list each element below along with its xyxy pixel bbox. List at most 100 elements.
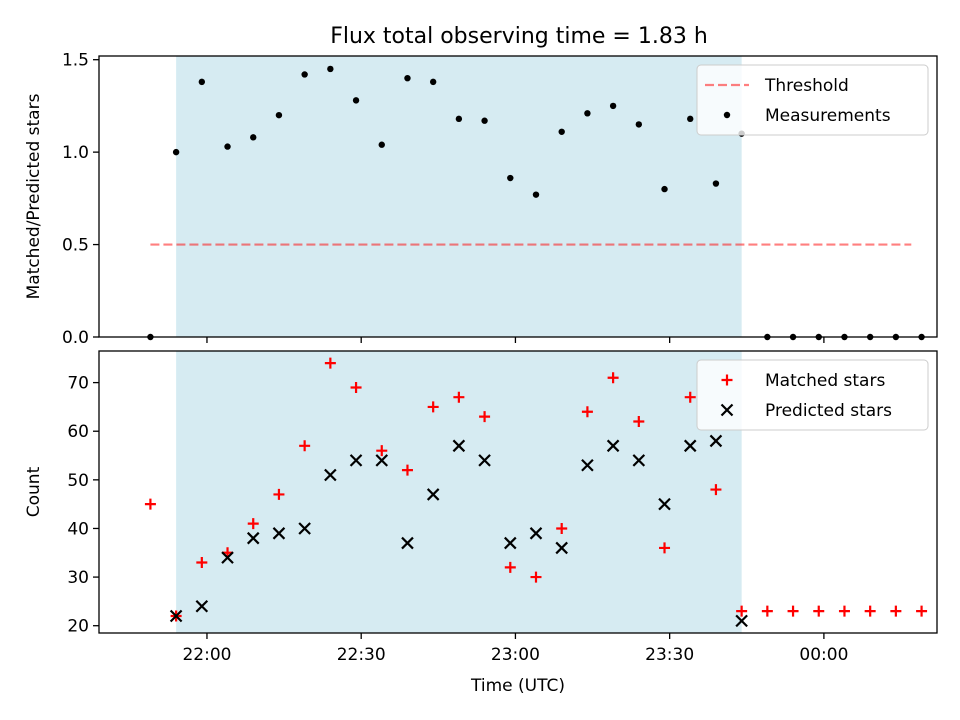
legend-box bbox=[696, 359, 929, 431]
measurement-point bbox=[250, 134, 257, 141]
measurement-point bbox=[172, 148, 180, 156]
x-tick-label: 23:30 bbox=[645, 645, 694, 665]
measurement-point bbox=[404, 74, 411, 82]
measurement-point bbox=[224, 143, 231, 150]
predicted-star-point bbox=[349, 454, 363, 467]
measurement-point bbox=[661, 185, 668, 193]
measurement-point bbox=[352, 97, 360, 104]
matched-star-point bbox=[736, 605, 748, 617]
matched-star-point bbox=[633, 416, 645, 427]
y-tick-label: 0.5 bbox=[62, 236, 89, 256]
y-tick-label: 40 bbox=[67, 519, 89, 539]
chart-title: Flux total observing time = 1.83 h bbox=[330, 24, 708, 49]
matched-star-point bbox=[761, 605, 773, 617]
y-axis-label: Count bbox=[24, 466, 44, 517]
measurement-point bbox=[301, 71, 308, 78]
measurement-point bbox=[687, 115, 694, 123]
y-tick-label: 60 bbox=[67, 422, 89, 442]
y-tick-label: 1.0 bbox=[62, 143, 89, 163]
matched-star-point bbox=[196, 557, 208, 568]
matched-star-point bbox=[504, 561, 516, 573]
observing-interval-band bbox=[176, 56, 742, 337]
legend-label: Matched stars bbox=[765, 371, 885, 391]
matched-star-point bbox=[710, 484, 722, 496]
matched-star-point bbox=[890, 605, 902, 617]
matched-star-point bbox=[247, 518, 259, 530]
x-tick-label: 22:00 bbox=[182, 645, 231, 665]
measurement-point bbox=[635, 121, 643, 128]
matched-star-point bbox=[813, 605, 825, 617]
measurement-point bbox=[455, 115, 463, 123]
matched-star-point bbox=[581, 406, 593, 418]
y-tick-label: 50 bbox=[67, 471, 89, 491]
legend-predicted-swatch bbox=[720, 403, 734, 417]
x-axis-label: Time (UTC) bbox=[470, 676, 565, 696]
y-tick-label: 0.0 bbox=[62, 328, 89, 348]
matched-star-point bbox=[479, 411, 491, 423]
y-tick-label: 70 bbox=[67, 374, 89, 394]
predicted-star-point bbox=[555, 541, 568, 555]
measurement-point bbox=[532, 191, 540, 198]
matched-star-point bbox=[350, 381, 362, 393]
legend-label: Measurements bbox=[765, 106, 891, 126]
predicted-star-point bbox=[504, 536, 517, 550]
matched-star-point bbox=[324, 357, 336, 369]
predicted-star-point bbox=[169, 609, 183, 623]
predicted-star-point bbox=[581, 458, 594, 472]
predicted-star-point bbox=[195, 599, 209, 613]
predicted-star-point bbox=[426, 488, 440, 501]
measurement-point bbox=[275, 111, 283, 119]
legend: Matched stars Predicted stars bbox=[696, 359, 929, 431]
matched-star-point bbox=[659, 542, 671, 554]
predicted-star-point bbox=[606, 439, 620, 453]
x-tick-label: 22:30 bbox=[337, 645, 386, 665]
measurement-point bbox=[609, 102, 617, 110]
legend-box bbox=[696, 64, 929, 136]
legend: Threshold Measurements bbox=[696, 64, 929, 136]
x-tick-label: 00:00 bbox=[799, 645, 848, 665]
measurement-point bbox=[712, 180, 720, 187]
matched-star-point bbox=[684, 391, 696, 403]
matched-star-point bbox=[144, 498, 156, 510]
measurement-point bbox=[327, 65, 334, 73]
matched-star-point bbox=[376, 445, 388, 457]
top-panel: 0.0 0.5 1.0 1.5 Matched/Predicted stars Thres… bbox=[24, 51, 938, 348]
predicted-star-point bbox=[529, 527, 543, 540]
matched-star-point bbox=[530, 571, 542, 583]
matched-star-point bbox=[916, 605, 928, 617]
predicted-star-point bbox=[658, 497, 671, 511]
measurement-point bbox=[558, 128, 565, 135]
measurement-point bbox=[198, 78, 206, 86]
predicted-star-point bbox=[221, 551, 234, 564]
y-tick-label: 1.5 bbox=[62, 51, 89, 71]
matched-star-point bbox=[401, 464, 413, 476]
matched-star-point bbox=[864, 605, 876, 617]
predicted-star-point bbox=[735, 614, 748, 628]
predicted-star-point bbox=[683, 439, 697, 453]
y-tick-label: 20 bbox=[67, 617, 89, 637]
predicted-star-point bbox=[709, 434, 723, 448]
legend-matched-swatch bbox=[721, 374, 733, 386]
predicted-star-point bbox=[478, 454, 491, 467]
predicted-star-point bbox=[452, 439, 466, 453]
measurement-point bbox=[481, 117, 488, 124]
measurement-point bbox=[429, 78, 437, 86]
measurement-point bbox=[507, 174, 514, 182]
matched-star-point bbox=[299, 440, 311, 452]
x-tick-label: 23:00 bbox=[491, 645, 540, 665]
measurement-point bbox=[584, 110, 591, 117]
matched-star-point bbox=[427, 401, 439, 413]
matched-star-point bbox=[607, 372, 619, 384]
predicted-star-point bbox=[401, 536, 414, 550]
predicted-star-point bbox=[246, 531, 260, 545]
measurement-point bbox=[378, 141, 385, 148]
predicted-star-point bbox=[272, 527, 286, 540]
y-axis-label: Matched/Predicted stars bbox=[24, 93, 44, 299]
matched-star-point bbox=[453, 391, 465, 403]
matched-star-point bbox=[787, 605, 799, 617]
matched-star-point bbox=[838, 605, 850, 617]
legend-measurement-swatch bbox=[723, 111, 731, 119]
legend-label: Threshold bbox=[764, 76, 849, 96]
legend-label: Predicted stars bbox=[765, 401, 892, 421]
